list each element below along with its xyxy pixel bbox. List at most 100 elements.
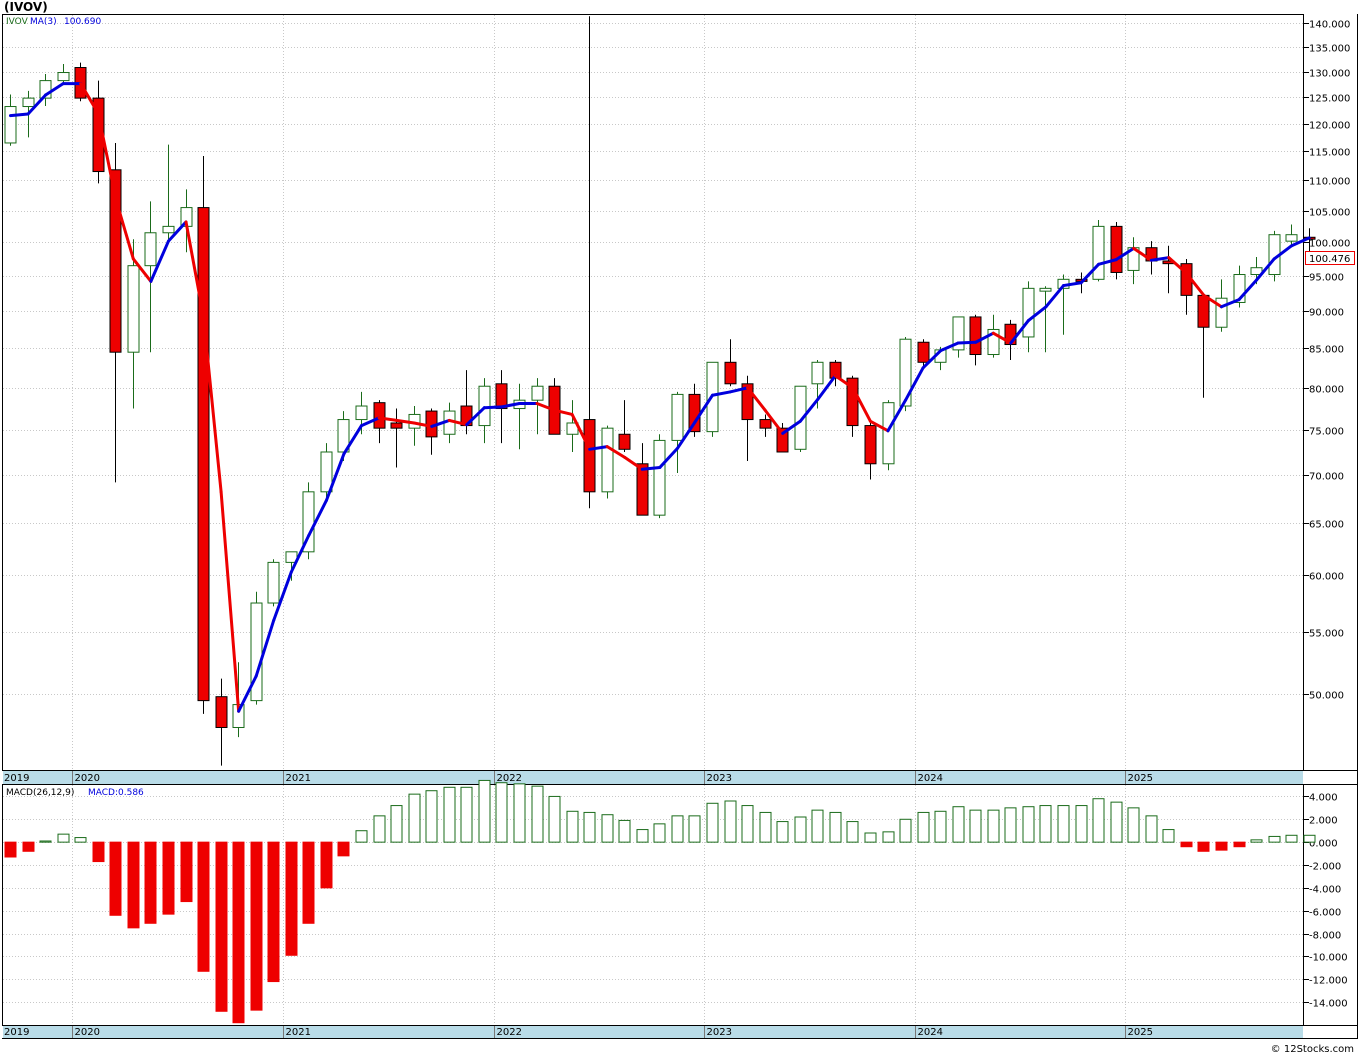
candle xyxy=(618,400,631,452)
price-tick-label: 85.000 xyxy=(1309,345,1344,356)
candle xyxy=(215,678,228,766)
macd-bar-positive xyxy=(653,823,666,843)
x-tick-label: 2021 xyxy=(286,1027,311,1038)
macd-bar-negative xyxy=(232,841,245,1024)
candle xyxy=(4,94,17,146)
macd-bar-negative xyxy=(320,841,333,889)
ma-segment xyxy=(1044,284,1065,309)
ma-segment xyxy=(816,374,837,401)
candle-body-up xyxy=(1022,287,1035,338)
macd-bar-positive xyxy=(425,790,438,843)
ma-segment xyxy=(360,416,381,428)
price-tick-label: 80.000 xyxy=(1309,385,1344,396)
ma-segment xyxy=(658,446,679,469)
macd-bar-negative xyxy=(337,841,350,857)
candle xyxy=(373,400,386,444)
macd-bar-positive xyxy=(688,815,701,843)
ma-segment xyxy=(26,93,48,116)
candle xyxy=(636,443,649,516)
ma-segment xyxy=(1255,257,1276,282)
macd-bar-positive xyxy=(1268,835,1281,843)
price-tick-label: 140.000 xyxy=(1309,20,1350,31)
macd-bar-positive xyxy=(1250,839,1263,843)
x-tick-label: 2023 xyxy=(707,1027,732,1038)
macd-tick-label: -12.000 xyxy=(1309,976,1348,987)
ma-segment xyxy=(1097,258,1118,266)
candle xyxy=(548,378,561,435)
ma-segment xyxy=(412,421,434,428)
candle xyxy=(952,316,965,358)
macd-bar-negative xyxy=(22,841,35,852)
macd-bar-negative xyxy=(4,841,17,858)
candle-body-down xyxy=(917,341,930,363)
candle xyxy=(127,239,140,409)
macd-bar-negative xyxy=(197,841,210,972)
macd-bar-positive xyxy=(408,793,421,843)
ma-segment xyxy=(166,220,188,243)
candle xyxy=(478,378,491,444)
candle xyxy=(864,422,877,480)
ma-segment xyxy=(711,390,732,397)
ma-segment xyxy=(272,570,293,622)
candle-body-down xyxy=(215,696,228,728)
macd-bar-negative xyxy=(109,841,122,916)
price-tick-label: 55.000 xyxy=(1309,629,1344,640)
ma-segment xyxy=(886,398,908,433)
candle xyxy=(1110,221,1123,280)
macd-bar-positive xyxy=(829,811,842,843)
price-tick-label: 60.000 xyxy=(1309,572,1344,583)
candle-body-up xyxy=(22,97,35,108)
macd-bar-positive xyxy=(636,829,649,843)
candle-body-up xyxy=(899,338,912,407)
ma-segment xyxy=(1219,298,1241,309)
ma-segment xyxy=(1026,305,1048,323)
ma-segment xyxy=(640,465,662,471)
candle-body-down xyxy=(846,377,859,427)
macd-bars xyxy=(4,779,1316,1024)
macd-bar-positive xyxy=(794,816,807,843)
ma-segment xyxy=(430,418,451,428)
x-tick-label: 2025 xyxy=(1128,773,1153,784)
macd-bar-positive xyxy=(1057,805,1070,843)
ma-segment xyxy=(1202,293,1223,309)
ma-segment xyxy=(798,397,820,423)
macd-bar-positive xyxy=(583,811,596,843)
macd-bar-positive xyxy=(443,786,456,843)
price-tick-label: 105.000 xyxy=(1309,208,1350,219)
candle xyxy=(671,391,684,473)
macd-bar-negative xyxy=(1180,841,1193,848)
macd-bar-negative xyxy=(127,841,140,929)
candle xyxy=(1285,224,1298,246)
ma-line xyxy=(9,82,1311,713)
ma-segment xyxy=(553,408,574,416)
last-price-text: 100.476 xyxy=(1309,254,1350,265)
macd-bar-positive xyxy=(1092,798,1105,843)
macd-bar-positive xyxy=(882,831,895,843)
macd-bar-positive xyxy=(460,786,473,843)
candle-body-up xyxy=(1215,297,1228,328)
price-tick-label: 50.000 xyxy=(1309,691,1344,702)
x-tick-label: 2020 xyxy=(75,773,100,784)
macd-bar-positive xyxy=(776,821,789,843)
candle xyxy=(57,64,70,85)
macd-bar-negative xyxy=(144,841,157,924)
macd-bar-positive xyxy=(1127,807,1140,843)
x-tick-label: 2024 xyxy=(918,773,943,784)
ma-segment xyxy=(904,366,925,402)
macd-bar-positive xyxy=(478,779,491,843)
ma-segment xyxy=(1184,271,1206,297)
candle-body-down xyxy=(618,433,631,450)
macd-bar-negative xyxy=(92,841,105,863)
ma-segment xyxy=(447,418,469,427)
macd-bar-positive xyxy=(566,810,579,843)
macd-bar-positive xyxy=(706,802,719,843)
legend-ticker: IVOV xyxy=(6,17,29,27)
candle-body-down xyxy=(1197,294,1210,328)
candle xyxy=(531,378,544,435)
candle xyxy=(917,339,930,368)
candle xyxy=(250,591,263,705)
ma-segment xyxy=(1009,319,1030,345)
macd-label: MACD(26,12,9) xyxy=(6,788,74,798)
ma-segment xyxy=(623,455,644,471)
macd-y-axis: 4.000 2.000 0.000 -2.000 -4.000 -6.000 -8.000 -… xyxy=(1304,793,1348,1010)
